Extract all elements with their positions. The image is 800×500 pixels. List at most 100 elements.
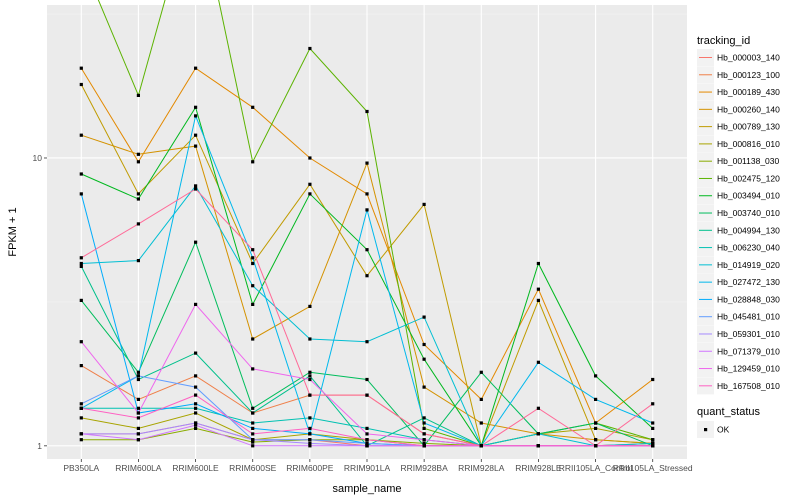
data-point-2-5 <box>365 192 369 196</box>
data-point-16-1 <box>136 432 140 436</box>
data-point-12-5 <box>365 340 369 344</box>
data-point-20-3 <box>251 248 255 252</box>
data-point-4-4 <box>308 182 312 186</box>
data-point-20-7 <box>479 444 483 448</box>
data-point-13-8 <box>536 360 540 364</box>
legend-label-4: Hb_000789_130 <box>717 122 780 132</box>
x-axis: PB350LA RRIM600LA RRIM600LE RRIM600SE RRIM60… <box>63 459 693 473</box>
data-point-15-5 <box>365 441 369 445</box>
data-point-19-10 <box>651 444 655 448</box>
y-tick-label-1: 10 <box>33 153 43 163</box>
data-point-17-3 <box>251 444 255 448</box>
legend-label-9: Hb_003740_010 <box>717 208 780 218</box>
data-point-3-7 <box>479 421 483 425</box>
x-axis-title: sample_name <box>332 483 401 495</box>
x-tick-label-4: RRIM600PE <box>286 463 334 473</box>
legend-label-12: Hb_014919_020 <box>717 260 780 270</box>
data-point-20-6 <box>422 432 426 436</box>
data-point-10-6 <box>422 416 426 420</box>
data-point-1-2 <box>194 374 198 378</box>
data-point-18-4 <box>308 377 312 382</box>
data-point-6-2 <box>194 426 198 430</box>
legend-items: Hb_000003_140 Hb_000123_100 Hb_000189_430 H… <box>697 49 780 395</box>
x-tick-label-7: RRIM928LA <box>458 463 505 473</box>
data-point-8-1 <box>136 197 140 201</box>
data-point-9-4 <box>308 370 312 374</box>
data-point-11-1 <box>136 406 140 410</box>
data-point-14-3 <box>251 426 255 430</box>
data-point-9-3 <box>251 406 255 410</box>
legend-quant-label-0: OK <box>717 425 730 435</box>
data-point-4-0 <box>79 82 83 87</box>
data-point-10-3 <box>251 411 255 415</box>
legend-label-16: Hb_059301_010 <box>717 329 780 339</box>
data-point-8-4 <box>308 192 312 196</box>
data-point-4-9 <box>594 438 598 442</box>
data-point-20-5 <box>365 393 369 397</box>
data-point-8-6 <box>422 357 426 361</box>
data-point-10-1 <box>136 377 140 382</box>
y-axis-title: FPKM + 1 <box>7 207 19 256</box>
data-point-14-0 <box>79 192 83 196</box>
legend-label-0: Hb_000003_140 <box>717 53 780 63</box>
data-point-7-1 <box>136 93 140 97</box>
data-point-11-5 <box>365 426 369 430</box>
legend-label-3: Hb_000260_140 <box>717 104 780 114</box>
legend-label-8: Hb_003494_010 <box>717 191 780 201</box>
data-point-2-0 <box>79 66 83 70</box>
data-point-13-2 <box>194 114 198 118</box>
data-point-17-0 <box>79 432 83 436</box>
data-point-5-0 <box>79 416 83 420</box>
data-point-1-1 <box>136 397 140 401</box>
data-point-18-0 <box>79 340 83 344</box>
data-point-10-0 <box>79 264 83 268</box>
data-point-2-6 <box>422 342 426 347</box>
data-point-20-8 <box>536 406 540 410</box>
data-point-10-4 <box>308 374 312 378</box>
data-point-19-3 <box>251 432 255 436</box>
legend-quant-key-point-0 <box>704 428 708 432</box>
data-point-1-0 <box>79 364 83 368</box>
data-point-12-6 <box>422 315 426 319</box>
legend-title: tracking_id <box>697 35 750 47</box>
data-point-8-10 <box>651 426 655 430</box>
data-point-3-3 <box>251 337 255 341</box>
x-tick-label-3: RRIM600SE <box>229 463 277 473</box>
data-point-2-2 <box>194 66 198 70</box>
legend-label-7: Hb_002475_120 <box>717 173 780 183</box>
data-point-13-10 <box>651 421 655 425</box>
data-point-8-5 <box>365 248 369 252</box>
data-point-20-0 <box>79 256 83 260</box>
legend-label-17: Hb_071379_010 <box>717 346 780 356</box>
legend-label-14: Hb_028848_030 <box>717 294 780 304</box>
legend-quant-status: quant_status OK <box>697 406 760 438</box>
legend-quant-status-items: OK <box>697 421 730 438</box>
data-point-3-6 <box>422 385 426 389</box>
data-point-2-10 <box>651 377 655 382</box>
data-point-13-9 <box>594 397 598 401</box>
data-point-10-2 <box>194 351 198 355</box>
data-point-2-8 <box>536 287 540 291</box>
legend-label-18: Hb_129459_010 <box>717 364 780 374</box>
data-point-16-4 <box>308 441 312 445</box>
legend-label-10: Hb_004994_130 <box>717 225 780 235</box>
data-point-7-6 <box>422 426 426 430</box>
data-point-2-4 <box>308 156 312 160</box>
data-point-3-4 <box>308 304 312 308</box>
data-point-20-1 <box>136 222 140 226</box>
legend: tracking_id Hb_000003_140Hb_000123_100Hb… <box>697 35 780 395</box>
data-point-7-3 <box>251 160 255 164</box>
legend-quant-status-title: quant_status <box>697 406 760 418</box>
legend-label-19: Hb_167508_010 <box>717 381 780 391</box>
data-point-19-6 <box>422 444 426 448</box>
data-point-3-5 <box>365 161 369 165</box>
data-point-12-8 <box>536 432 540 436</box>
data-point-15-4 <box>308 438 312 442</box>
data-point-8-2 <box>194 105 198 109</box>
data-point-9-7 <box>479 370 483 374</box>
data-point-18-5 <box>365 432 369 436</box>
data-point-19-5 <box>365 438 369 442</box>
x-tick-label-2: RRIM600LE <box>172 463 219 473</box>
data-point-16-3 <box>251 438 255 442</box>
data-point-8-0 <box>79 172 83 176</box>
